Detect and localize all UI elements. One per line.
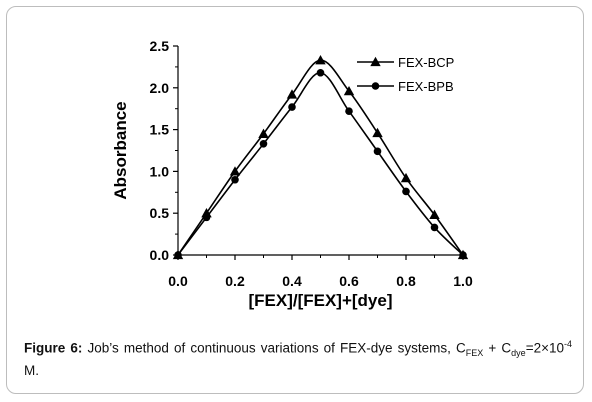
caption-text-3: =2×10 (525, 340, 564, 356)
data-point (286, 89, 298, 99)
y-tick-label: 1.0 (150, 163, 170, 179)
legend-marker (371, 82, 380, 90)
data-point (429, 209, 440, 220)
data-point (174, 251, 182, 259)
caption-label: Figure 6: (24, 340, 83, 356)
legend-marker (370, 56, 381, 67)
chart: 0.0 0.5 1.0 1.5 2.0 2.5 0.0 0.2 0.4 0.6 0.8 1.0 [FEX… (111, 38, 473, 310)
legend: FEX-BCP FEX-BPB (357, 55, 454, 94)
y-tick-label: 0.0 (150, 247, 170, 263)
data-point (430, 223, 439, 232)
figure-card (6, 6, 584, 394)
y-tick-label: 2.5 (150, 38, 170, 54)
x-tick-label: 0.4 (282, 273, 302, 289)
data-point (202, 213, 211, 222)
x-tick-label: 0.8 (396, 273, 416, 289)
y-axis-title: Absorbance (111, 101, 130, 199)
data-point (343, 85, 355, 96)
caption-sub-dye: dye (511, 348, 526, 359)
series-layer (172, 55, 469, 260)
data-point (402, 187, 410, 196)
y-tick-label: 2.0 (150, 80, 170, 96)
data-point (372, 127, 383, 138)
x-tick-label: 0.6 (339, 273, 359, 289)
caption-text-2: + C (483, 340, 512, 356)
caption-sub-fex: FEX (465, 348, 484, 359)
y-tick-label: 0.5 (150, 205, 170, 221)
x-axis-title: [FEX]/[FEX]+[dye] (248, 291, 392, 310)
data-point (345, 107, 353, 116)
axes: 0.0 0.5 1.0 1.5 2.0 2.5 0.0 0.2 0.4 0.6 0.8 1.0 [FEX… (111, 38, 473, 310)
data-point (373, 147, 382, 156)
data-point (316, 68, 325, 77)
data-point (231, 175, 239, 184)
data-point (288, 103, 296, 111)
legend-entry: FEX-BCP (398, 55, 454, 70)
x-tick-label: 1.0 (453, 273, 473, 289)
x-tick-label: 0.0 (168, 273, 188, 289)
series-line (177, 71, 464, 256)
data-point (459, 251, 467, 259)
data-point (400, 172, 412, 183)
data-point (315, 55, 326, 65)
y-tick-label: 1.5 (150, 122, 170, 138)
caption-text-4: M. (24, 363, 39, 379)
data-point (229, 166, 241, 176)
data-point (259, 140, 268, 148)
legend-entry: FEX-BPB (398, 79, 454, 94)
x-tick-label: 0.2 (225, 273, 245, 289)
caption-sup-exp: -4 (563, 339, 572, 349)
caption-text-1: Job’s method of continuous variations of… (82, 340, 466, 356)
figure-caption: Figure 6: Job’s method of continuous var… (24, 335, 572, 380)
series-fex-bcp (172, 55, 469, 260)
data-point (258, 128, 269, 138)
series-fex-bpb (174, 68, 467, 259)
